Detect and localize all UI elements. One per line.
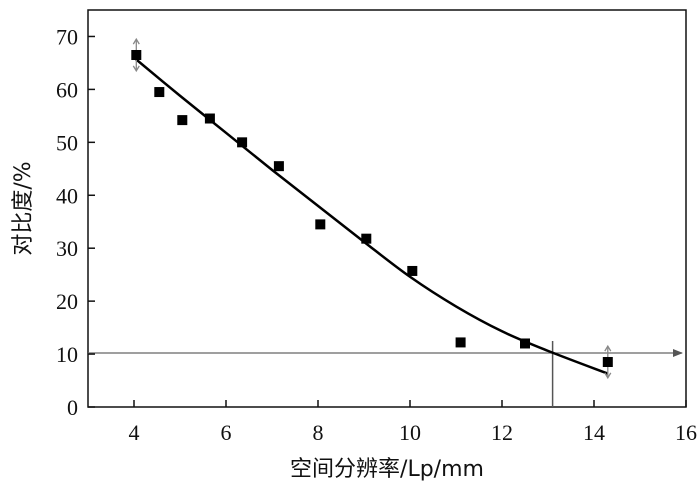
- y-tick-label: 30: [56, 236, 78, 261]
- data-point: [237, 137, 248, 148]
- x-tick-label: 16: [675, 420, 697, 445]
- error-bar-cap-bottom: [132, 65, 140, 73]
- data-point: [455, 337, 466, 348]
- y-tick-label: 20: [56, 289, 78, 314]
- data-point: [361, 233, 372, 244]
- data-point: [407, 265, 418, 276]
- error-bar-cap-top: [132, 37, 140, 45]
- x-tick-label: 6: [221, 420, 232, 445]
- y-tick-label: 70: [56, 24, 78, 49]
- data-point: [177, 115, 188, 126]
- y-tick-label: 40: [56, 183, 78, 208]
- y-axis-title: 对比度/%: [11, 161, 36, 255]
- y-tick-label: 60: [56, 77, 78, 102]
- y-axis-ticks: 0 10 20 30 40 50 60 70: [56, 24, 95, 420]
- error-bar-cap-bottom: [604, 372, 612, 380]
- data-point: [204, 113, 215, 124]
- data-points: [131, 49, 613, 368]
- x-axis-title: 空间分辨率/Lp/mm: [290, 457, 484, 482]
- x-tick-label: 8: [313, 420, 324, 445]
- plot-frame: [87, 9, 687, 408]
- error-bar-cap-top: [604, 344, 612, 352]
- x-tick-label: 4: [129, 420, 140, 445]
- data-point: [154, 87, 165, 98]
- x-tick-label: 14: [583, 420, 605, 445]
- data-point: [273, 161, 284, 172]
- y-tick-label: 50: [56, 130, 78, 155]
- data-point: [315, 219, 326, 230]
- y-tick-label: 10: [56, 342, 78, 367]
- x-axis-ticks: 4 6 8 10 12 14 16: [129, 400, 697, 445]
- data-point: [520, 338, 530, 349]
- x-tick-label: 12: [491, 420, 513, 445]
- data-point: [602, 357, 613, 368]
- data-point: [131, 49, 142, 60]
- y-tick-label: 0: [67, 395, 78, 420]
- x-tick-label: 10: [399, 420, 421, 445]
